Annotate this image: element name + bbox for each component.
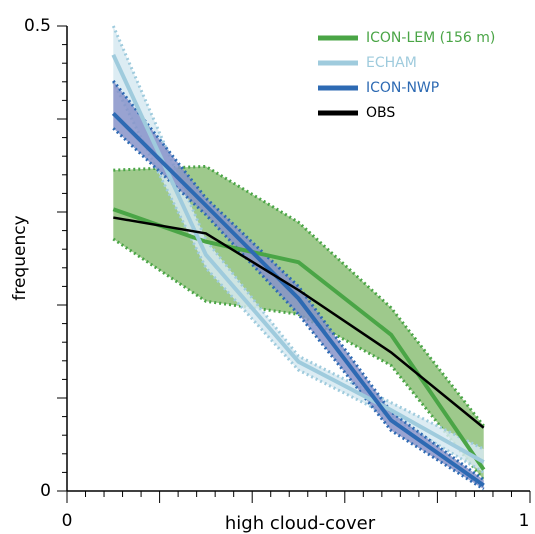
legend-label: ECHAM	[366, 55, 417, 71]
legend-label: OBS	[366, 105, 395, 121]
x-tick-label: 0	[62, 511, 73, 531]
legend-label: ICON-NWP	[366, 80, 439, 96]
legend-label: ICON-LEM (156 m)	[366, 30, 495, 46]
series-line	[112, 207, 486, 471]
y-tick-label: 0.5	[24, 16, 51, 36]
y-tick-label: 0	[40, 481, 51, 501]
series-line	[111, 112, 485, 488]
x-axis-label: high cloud-cover	[225, 513, 376, 534]
series-line	[111, 53, 485, 464]
x-tick-label: 1	[519, 511, 530, 531]
band-edge	[112, 79, 485, 482]
series-line	[113, 216, 485, 429]
y-axis-label: frequency	[10, 215, 30, 300]
